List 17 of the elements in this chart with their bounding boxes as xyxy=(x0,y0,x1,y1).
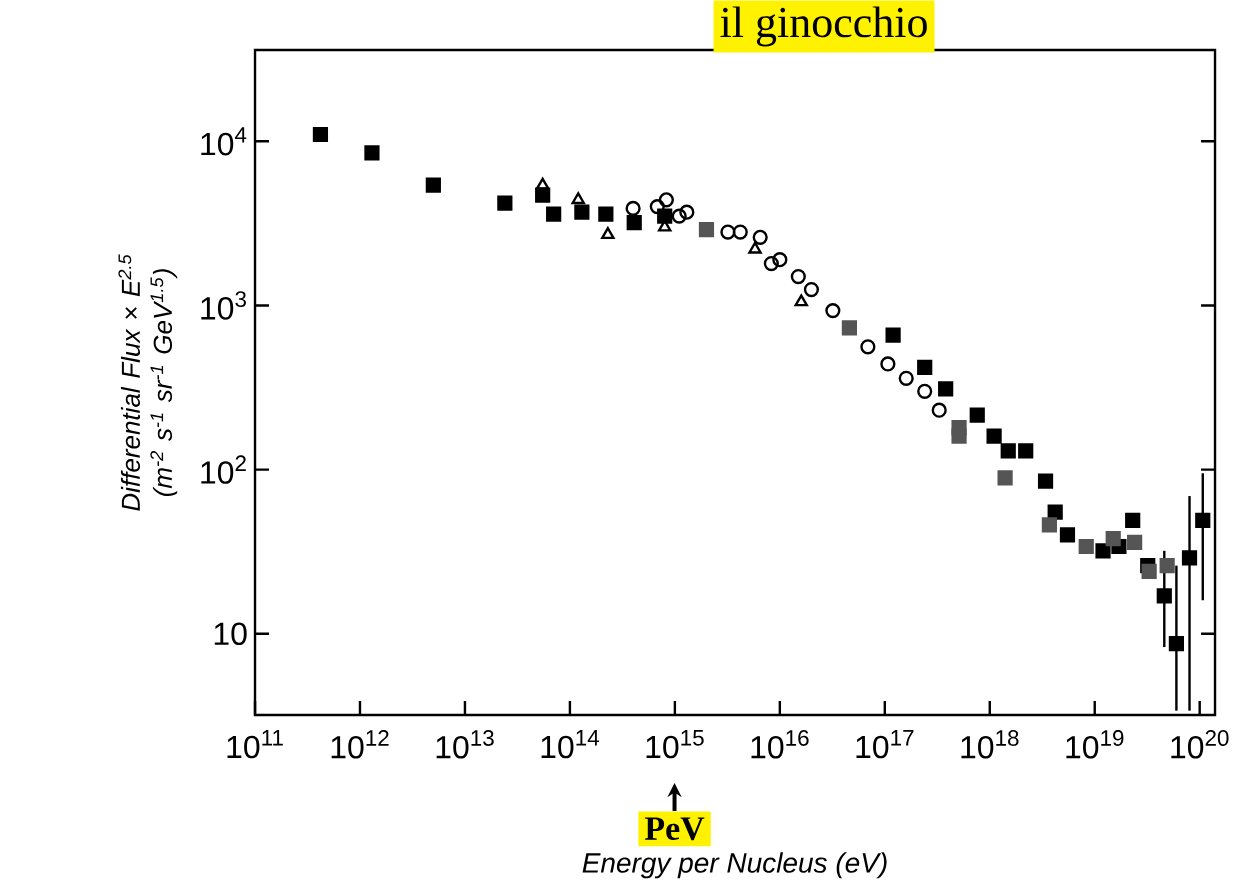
x-tick-label: 10$^{11}$ xyxy=(227,730,283,759)
x-tick-label: 10$^{14}$ xyxy=(541,730,599,759)
x-tick-label: 10$^{20}$ xyxy=(1171,730,1229,759)
y-tick-label: 10 xyxy=(214,622,247,646)
x-tick-label: 10$^{17}$ xyxy=(856,730,914,759)
chart-title: il ginocchio xyxy=(720,6,927,47)
x-axis-title: Energy per Nucleus (eV) xyxy=(582,852,887,879)
x-tick-label: 10$^{16}$ xyxy=(751,730,809,759)
x-tick-label: 10$^{15}$ xyxy=(646,730,704,759)
y-tick-label: 10$^{3}$ xyxy=(201,291,246,320)
y-tick-label: 10$^{4}$ xyxy=(201,127,247,156)
x-tick-label: 10$^{19}$ xyxy=(1066,730,1124,759)
y-tick-label: 10$^{2}$ xyxy=(201,455,246,484)
x-tick-label: 10$^{18}$ xyxy=(961,730,1019,759)
text: PeV xyxy=(644,817,705,841)
x-tick-label: 10$^{13}$ xyxy=(436,730,494,759)
x-tick-label: 10$^{12}$ xyxy=(331,730,389,759)
